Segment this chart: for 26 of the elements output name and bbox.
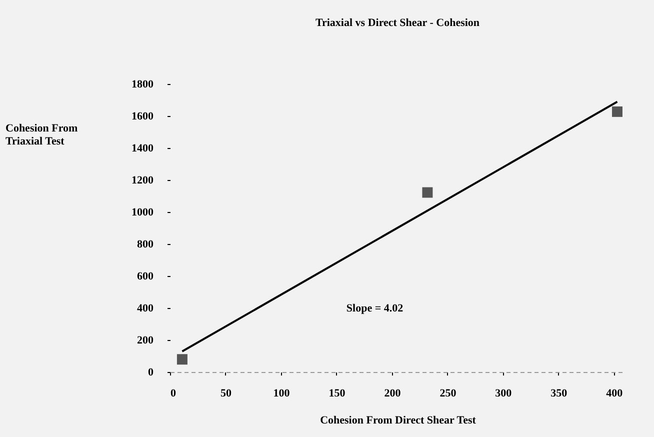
chart-title: Triaxial vs Direct Shear - Cohesion bbox=[315, 17, 480, 29]
x-tick-label: 0 bbox=[170, 388, 176, 400]
y-tick-label: 1400 bbox=[132, 142, 154, 154]
y-tick-label: 600 bbox=[137, 270, 154, 282]
x-tick-label: 250 bbox=[440, 388, 457, 400]
point bbox=[422, 187, 433, 198]
x-tick-label: 50 bbox=[220, 388, 232, 400]
point bbox=[176, 354, 188, 365]
y-tick-label: 1200 bbox=[132, 174, 154, 186]
x-axis-title: Cohesion From Direct Shear Test bbox=[320, 414, 476, 426]
x-tick-label: 100 bbox=[273, 388, 290, 400]
point bbox=[612, 106, 622, 117]
y-tick-label: 800 bbox=[137, 238, 154, 250]
y-tick-label: 1000 bbox=[132, 206, 154, 218]
y-tick-label: 1800 bbox=[132, 78, 154, 90]
x-tick-label: 150 bbox=[328, 388, 346, 400]
y-tick-label: 0 bbox=[148, 366, 154, 378]
y-tick-label: 200 bbox=[137, 334, 154, 346]
x-tick-label: 350 bbox=[550, 388, 568, 400]
y-axis-title: Cohesion From Triaxial Test bbox=[6, 122, 78, 148]
y-tick-label: 400 bbox=[137, 302, 154, 314]
y-tick-label: 1600 bbox=[132, 110, 154, 122]
annotation: Slope = 4.02 bbox=[346, 302, 404, 315]
x-tick-label: 400 bbox=[606, 388, 624, 400]
x-tick-label: 300 bbox=[495, 388, 512, 400]
x-tick-label: 200 bbox=[384, 388, 402, 400]
